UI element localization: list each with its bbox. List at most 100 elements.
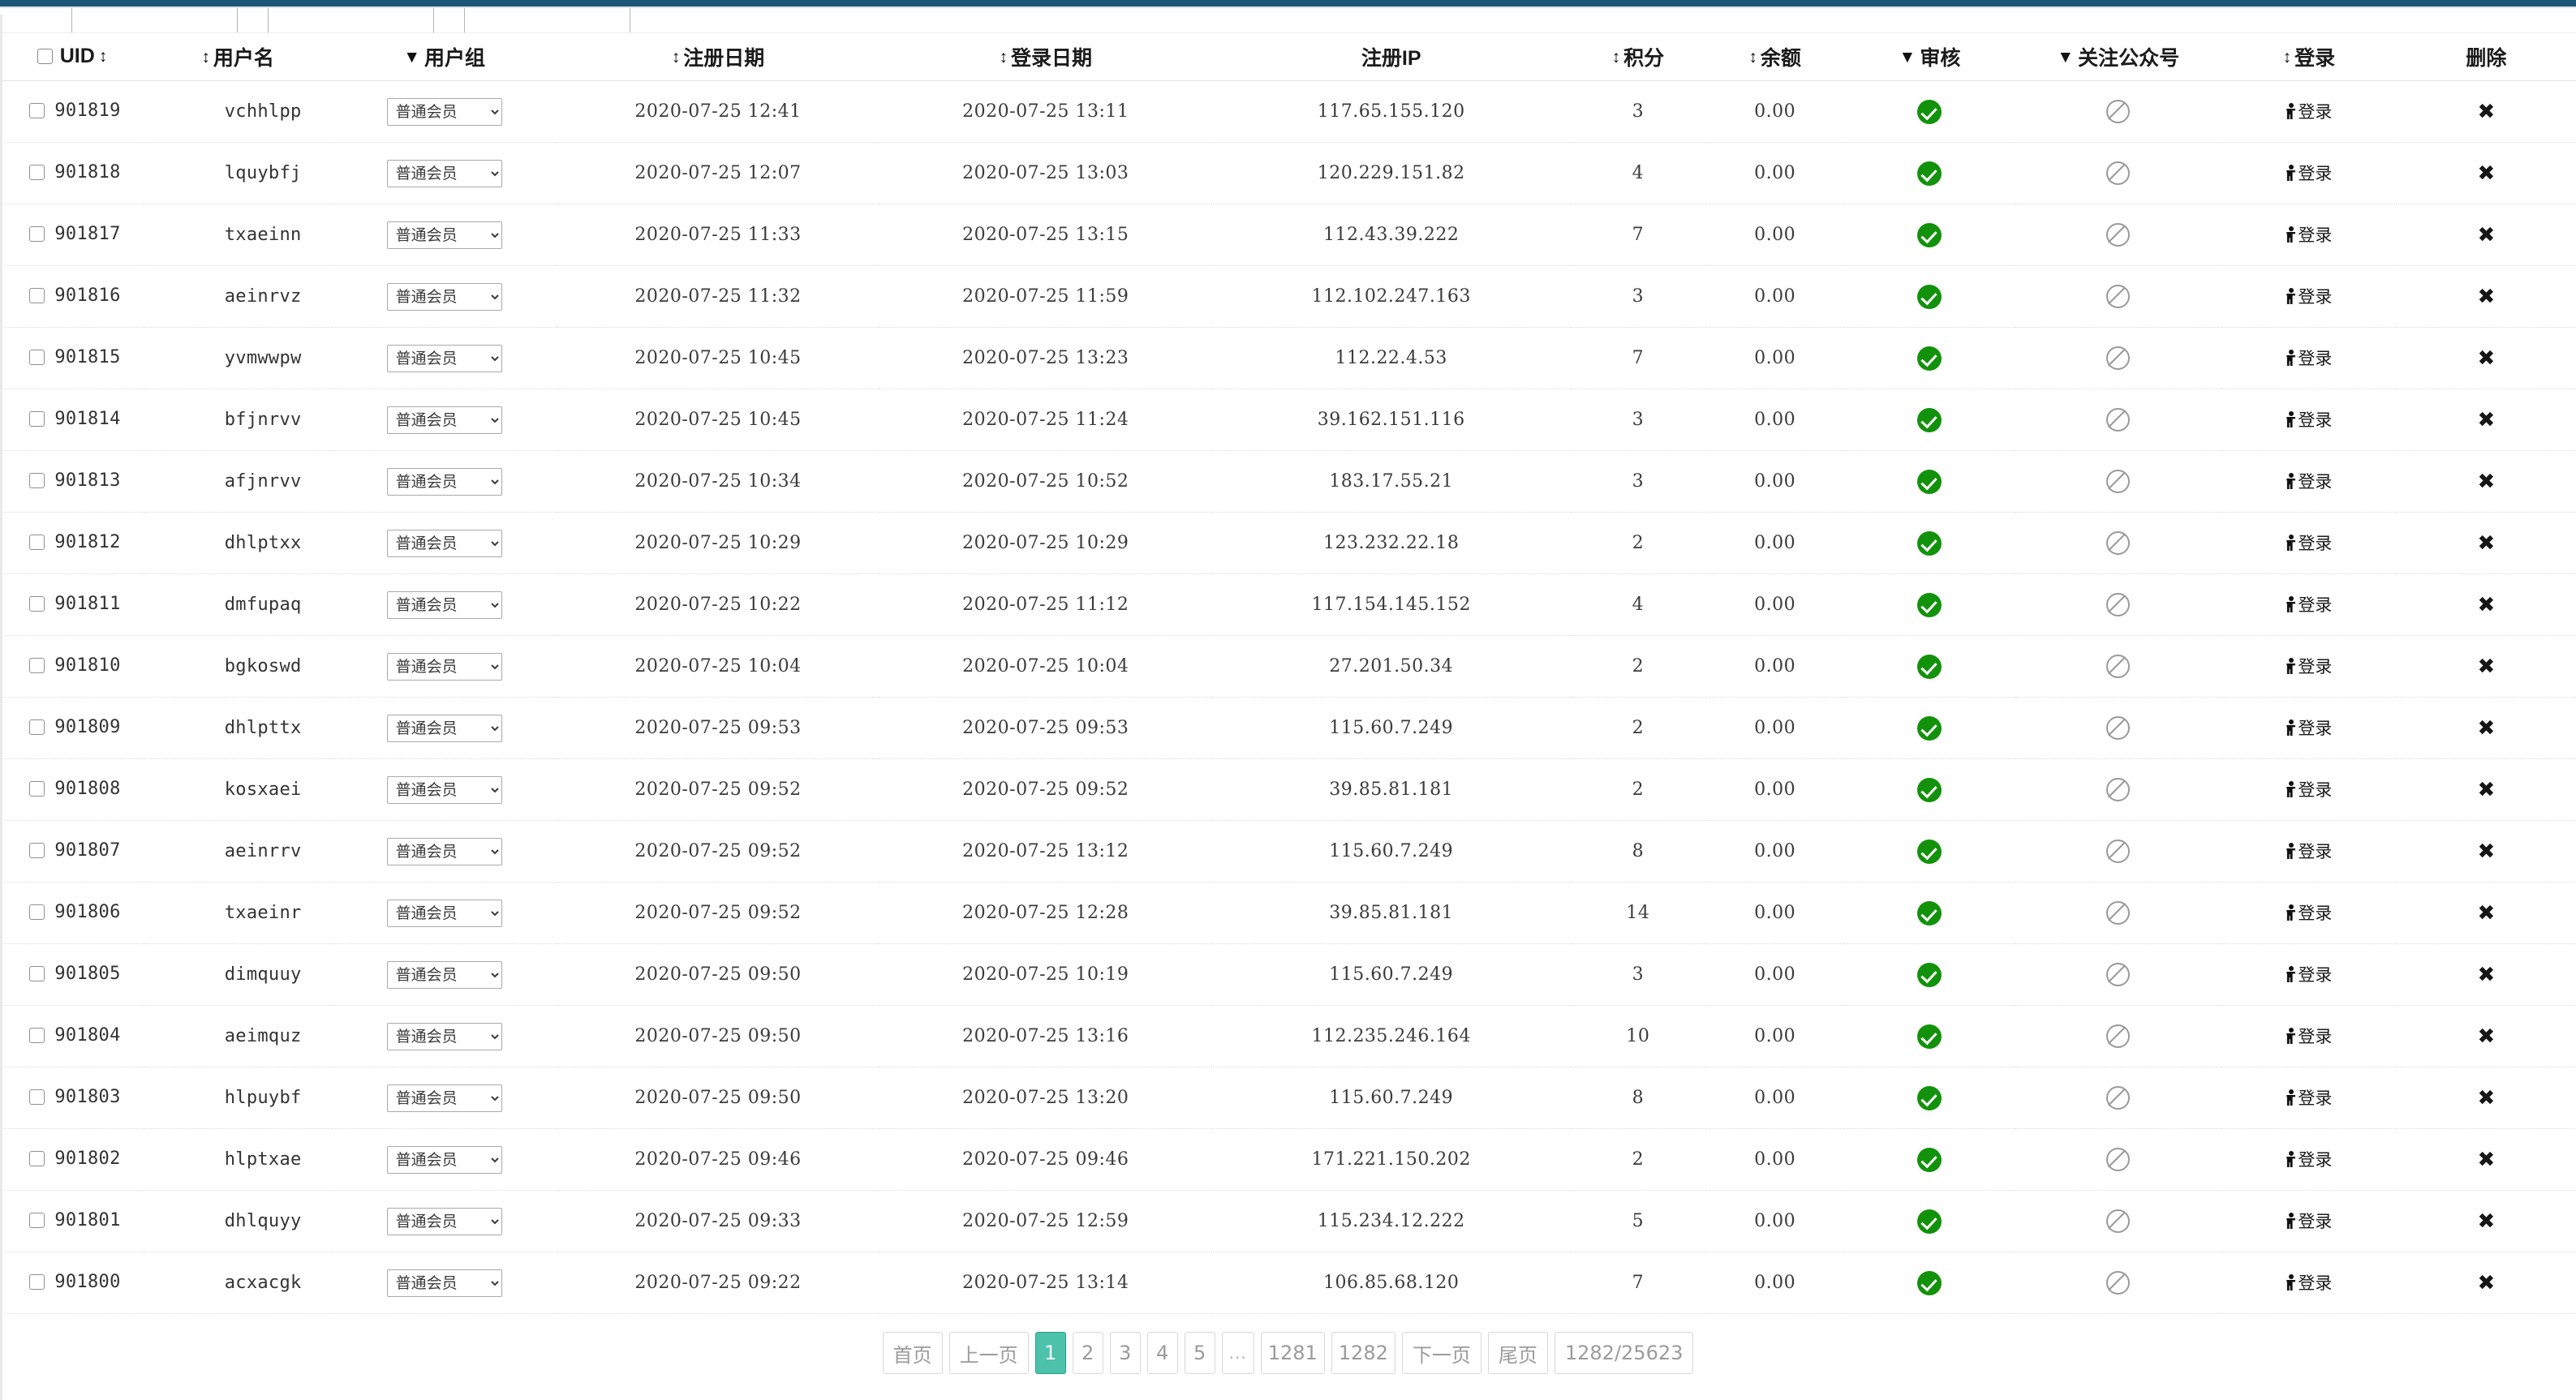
sort-icon[interactable]: ↕: [1611, 47, 1620, 67]
not-followed-icon[interactable]: [2106, 593, 2131, 616]
pagination-next-button[interactable]: 下一页: [1401, 1332, 1482, 1374]
audit-approved-icon[interactable]: [1917, 962, 1942, 987]
row-checkbox[interactable]: [29, 1028, 45, 1043]
not-followed-icon[interactable]: [2106, 346, 2131, 370]
pagination-page-4[interactable]: 4: [1146, 1332, 1178, 1374]
audit-approved-icon[interactable]: [1917, 839, 1942, 864]
delete-button[interactable]: ✖: [2477, 284, 2496, 309]
column-header-login[interactable]: ↕ 登录: [2221, 32, 2397, 81]
delete-button[interactable]: ✖: [2477, 1270, 2496, 1295]
usergroup-select[interactable]: 普通会员: [386, 221, 502, 249]
sort-icon[interactable]: ↕: [999, 47, 1008, 67]
filter-icon[interactable]: ▼: [403, 47, 420, 67]
login-as-user-button[interactable]: 登录: [2286, 530, 2332, 555]
pagination-page-1282[interactable]: 1282: [1331, 1332, 1396, 1374]
filter-input-2[interactable]: [268, 8, 434, 32]
row-checkbox[interactable]: [29, 1151, 45, 1166]
not-followed-icon[interactable]: [2106, 161, 2131, 185]
row-checkbox[interactable]: [29, 1274, 45, 1290]
audit-approved-icon[interactable]: [1917, 1270, 1942, 1295]
pagination-page-5[interactable]: 5: [1184, 1332, 1215, 1374]
audit-approved-icon[interactable]: [1917, 99, 1942, 124]
audit-approved-icon[interactable]: [1917, 1147, 1942, 1172]
row-checkbox[interactable]: [29, 288, 45, 303]
row-checkbox[interactable]: [29, 719, 45, 735]
not-followed-icon[interactable]: [2106, 901, 2131, 925]
audit-approved-icon[interactable]: [1917, 346, 1942, 371]
usergroup-select[interactable]: 普通会员: [386, 1269, 502, 1297]
not-followed-icon[interactable]: [2106, 470, 2131, 493]
usergroup-select[interactable]: 普通会员: [386, 775, 502, 804]
column-header-login-date[interactable]: ↕ 登录日期: [879, 32, 1212, 81]
filter-icon[interactable]: ▼: [2057, 47, 2075, 67]
filter-input-3[interactable]: [464, 8, 630, 32]
login-as-user-button[interactable]: 登录: [2286, 346, 2332, 370]
login-as-user-button[interactable]: 登录: [2286, 1085, 2332, 1110]
not-followed-icon[interactable]: [2106, 778, 2131, 801]
login-as-user-button[interactable]: 登录: [2286, 900, 2332, 925]
sort-icon[interactable]: ↕: [201, 47, 209, 67]
audit-approved-icon[interactable]: [1917, 715, 1942, 741]
not-followed-icon[interactable]: [2106, 100, 2131, 123]
delete-button[interactable]: ✖: [2477, 900, 2496, 925]
delete-button[interactable]: ✖: [2477, 592, 2496, 617]
audit-approved-icon[interactable]: [1917, 530, 1942, 556]
usergroup-select[interactable]: 普通会员: [386, 960, 502, 989]
not-followed-icon[interactable]: [2106, 1086, 2131, 1110]
row-checkbox[interactable]: [29, 226, 45, 242]
delete-button[interactable]: ✖: [2477, 222, 2496, 247]
column-header-uid[interactable]: UID ↕: [0, 32, 144, 81]
login-as-user-button[interactable]: 登录: [2286, 962, 2332, 986]
login-as-user-button[interactable]: 登录: [2286, 592, 2332, 616]
login-as-user-button[interactable]: 登录: [2286, 1209, 2332, 1233]
audit-approved-icon[interactable]: [1917, 284, 1942, 309]
not-followed-icon[interactable]: [2106, 1148, 2131, 1171]
login-as-user-button[interactable]: 登录: [2286, 1270, 2332, 1295]
login-as-user-button[interactable]: 登录: [2286, 99, 2332, 123]
usergroup-select[interactable]: 普通会员: [386, 282, 502, 311]
audit-approved-icon[interactable]: [1917, 654, 1942, 679]
row-checkbox[interactable]: [29, 473, 45, 488]
row-checkbox[interactable]: [29, 350, 45, 365]
not-followed-icon[interactable]: [2106, 963, 2131, 986]
column-header-balance[interactable]: ↕ 余额: [1705, 32, 1845, 81]
column-header-usergroup[interactable]: ▼ 用户组: [332, 32, 557, 81]
login-as-user-button[interactable]: 登录: [2286, 161, 2332, 185]
audit-approved-icon[interactable]: [1917, 592, 1942, 617]
not-followed-icon[interactable]: [2106, 840, 2131, 863]
usergroup-select[interactable]: 普通会员: [386, 837, 502, 865]
audit-approved-icon[interactable]: [1917, 161, 1942, 186]
usergroup-select[interactable]: 普通会员: [386, 1145, 502, 1174]
not-followed-icon[interactable]: [2106, 1024, 2131, 1048]
usergroup-select[interactable]: 普通会员: [386, 1084, 502, 1112]
delete-button[interactable]: ✖: [2477, 654, 2496, 679]
usergroup-select[interactable]: 普通会员: [386, 652, 502, 681]
login-as-user-button[interactable]: 登录: [2286, 654, 2332, 678]
not-followed-icon[interactable]: [2106, 531, 2131, 555]
usergroup-select[interactable]: 普通会员: [386, 159, 502, 187]
pagination-page-3[interactable]: 3: [1109, 1332, 1141, 1374]
not-followed-icon[interactable]: [2106, 655, 2131, 678]
audit-approved-icon[interactable]: [1917, 407, 1942, 432]
row-checkbox[interactable]: [29, 411, 45, 427]
delete-button[interactable]: ✖: [2477, 407, 2496, 432]
sort-icon[interactable]: ↕: [2282, 47, 2291, 67]
login-as-user-button[interactable]: 登录: [2286, 777, 2332, 801]
usergroup-select[interactable]: 普通会员: [386, 714, 502, 742]
row-checkbox[interactable]: [29, 658, 45, 673]
audit-approved-icon[interactable]: [1917, 1024, 1942, 1049]
usergroup-select[interactable]: 普通会员: [386, 590, 502, 619]
usergroup-select[interactable]: 普通会员: [386, 406, 502, 434]
column-header-audit[interactable]: ▼ 审核: [1844, 32, 2015, 81]
row-checkbox[interactable]: [29, 535, 45, 550]
column-header-points[interactable]: ↕ 积分: [1570, 32, 1705, 81]
not-followed-icon[interactable]: [2106, 285, 2131, 308]
filter-input-1[interactable]: [71, 8, 238, 32]
audit-approved-icon[interactable]: [1917, 1209, 1942, 1234]
audit-approved-icon[interactable]: [1917, 469, 1942, 494]
pagination-first-button[interactable]: 首页: [882, 1332, 943, 1374]
pagination-page-1[interactable]: 1: [1034, 1332, 1066, 1374]
not-followed-icon[interactable]: [2106, 1271, 2131, 1295]
pagination-last-button[interactable]: 尾页: [1487, 1332, 1548, 1374]
pagination-page-2[interactable]: 2: [1072, 1332, 1103, 1374]
